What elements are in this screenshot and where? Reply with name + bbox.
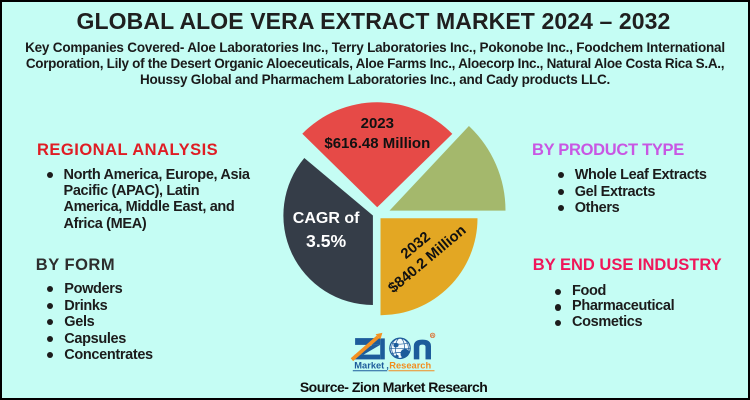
svg-text:R: R	[431, 334, 434, 338]
svg-text:Research: Research	[389, 361, 431, 371]
svg-text:Market: Market	[354, 361, 384, 371]
svg-text:,: ,	[386, 361, 389, 371]
